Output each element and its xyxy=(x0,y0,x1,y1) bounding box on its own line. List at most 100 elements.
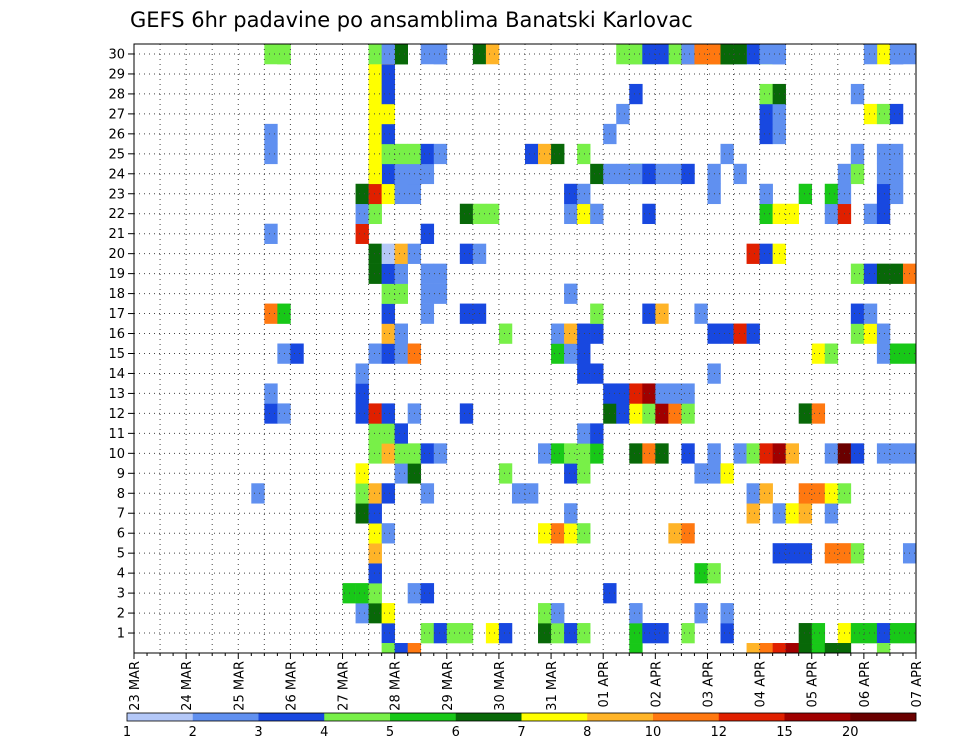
precip-cell xyxy=(381,83,395,105)
precip-cell xyxy=(863,623,878,644)
colorbar-level-label: 20 xyxy=(842,725,859,740)
precip-cell xyxy=(368,583,382,604)
precip-cell xyxy=(381,403,395,424)
precip-cell xyxy=(798,183,813,205)
precip-cell xyxy=(381,103,395,125)
precip-cell xyxy=(668,163,682,185)
precip-cell xyxy=(564,523,578,544)
precip-cell xyxy=(381,143,395,165)
precip-cell xyxy=(264,303,278,324)
precip-cell xyxy=(381,163,395,185)
precip-cell xyxy=(420,163,435,185)
y-tick-label: 21 xyxy=(108,227,125,242)
precip-cell xyxy=(759,243,773,264)
precip-cell xyxy=(733,323,747,344)
precip-cell xyxy=(381,63,395,85)
precip-cell xyxy=(655,303,669,324)
precip-cell xyxy=(564,203,578,225)
y-tick-label: 14 xyxy=(108,367,125,382)
precip-cell xyxy=(394,443,408,464)
precip-cell xyxy=(785,643,799,654)
precip-cell xyxy=(355,203,369,225)
y-tick-label: 25 xyxy=(108,147,125,162)
precip-cell xyxy=(876,44,891,65)
x-tick-label: 30 MAR xyxy=(493,661,508,711)
precip-cell xyxy=(381,523,395,544)
precip-cell xyxy=(616,163,630,185)
precip-cell xyxy=(355,583,369,604)
precip-cell xyxy=(577,523,591,544)
precip-cell xyxy=(876,183,891,205)
precip-cell xyxy=(863,303,878,324)
precip-cell xyxy=(433,283,448,304)
colorbar-level-label: 5 xyxy=(386,725,394,740)
precip-cell xyxy=(733,44,747,65)
precip-cell xyxy=(720,143,734,165)
precip-cell xyxy=(381,183,395,205)
precip-cell xyxy=(251,483,265,504)
y-tick-label: 28 xyxy=(108,87,125,102)
y-tick-label: 9 xyxy=(117,467,125,482)
precip-cell xyxy=(381,44,395,65)
precip-cell xyxy=(564,443,578,464)
y-tick-label: 2 xyxy=(117,607,125,622)
precip-cell xyxy=(420,44,435,65)
precip-cell xyxy=(785,543,799,564)
precip-cell xyxy=(368,543,382,564)
precip-cell xyxy=(551,523,565,544)
precip-cell xyxy=(577,623,591,644)
precip-cell xyxy=(433,143,448,165)
precip-cell xyxy=(863,44,878,65)
precip-cell xyxy=(746,243,760,264)
x-tick-group: 24 MAR xyxy=(180,661,195,711)
precip-cell xyxy=(355,463,369,484)
precip-cell xyxy=(394,183,408,205)
precip-cell xyxy=(629,603,643,624)
y-tick-label: 27 xyxy=(108,107,125,122)
precip-cell xyxy=(433,263,448,284)
precip-cell xyxy=(850,443,865,464)
precip-cell xyxy=(381,423,395,444)
precip-cell xyxy=(785,503,799,524)
precip-cell xyxy=(863,323,878,344)
precip-cell xyxy=(355,223,369,244)
precip-cell xyxy=(889,343,904,364)
x-tick-label: 23 MAR xyxy=(128,661,143,711)
precip-cell xyxy=(759,83,773,105)
x-tick-label: 02 APR xyxy=(649,661,664,707)
precip-cell xyxy=(420,443,435,464)
precip-cell xyxy=(264,44,278,65)
precip-cell xyxy=(824,443,839,464)
colorbar-swatch xyxy=(850,713,917,721)
x-tick-label: 25 MAR xyxy=(232,661,247,711)
precip-cell xyxy=(642,443,656,464)
precip-cell xyxy=(889,103,904,125)
precip-cell xyxy=(837,643,852,654)
colorbar-swatch xyxy=(258,713,325,721)
precip-cell xyxy=(785,443,799,464)
y-tick-label: 11 xyxy=(108,427,125,442)
precip-cell xyxy=(746,443,760,464)
precip-cell xyxy=(551,343,565,364)
precip-cell xyxy=(824,183,839,205)
x-tick-label: 03 APR xyxy=(701,661,716,707)
precip-cell xyxy=(876,443,891,464)
precip-cell xyxy=(876,643,891,654)
precip-cell xyxy=(355,183,369,205)
y-tick-label: 13 xyxy=(108,387,125,402)
precip-cell xyxy=(368,503,382,524)
precip-cell xyxy=(746,44,760,65)
precip-cell xyxy=(694,303,708,324)
precip-cell xyxy=(420,143,435,165)
colorbar-level-label: 6 xyxy=(452,725,460,740)
precip-cell xyxy=(577,443,591,464)
colorbar-level-label: 10 xyxy=(645,725,662,740)
precip-cell xyxy=(629,623,643,644)
precip-cell xyxy=(876,163,891,185)
y-tick-label: 24 xyxy=(108,167,125,182)
precip-cell xyxy=(668,383,682,404)
x-tick-group: 23 MAR xyxy=(128,661,143,711)
precip-cell xyxy=(616,403,630,424)
precip-cell xyxy=(876,143,891,165)
x-tick-group: 28 MAR xyxy=(389,661,404,711)
